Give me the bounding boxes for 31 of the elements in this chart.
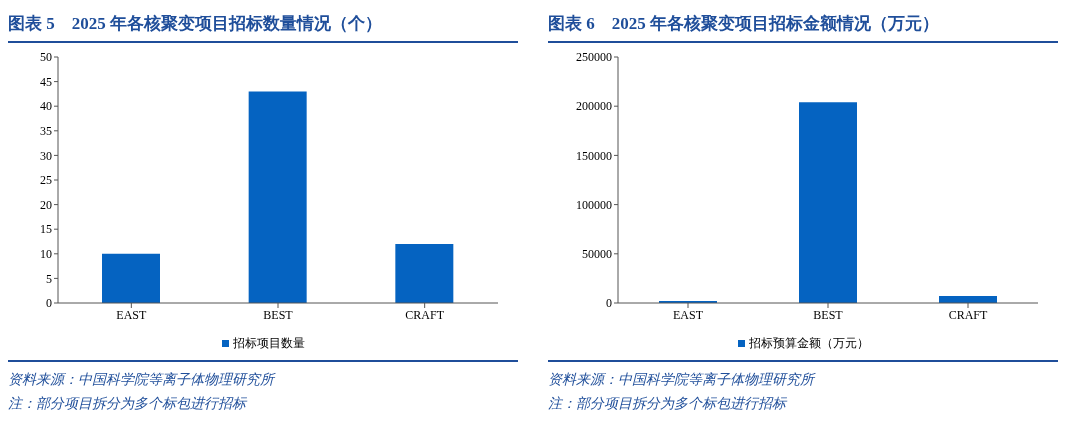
y-tick-label: 25 [40, 173, 52, 188]
x-tick-label: EAST [673, 307, 704, 322]
legend-label: 招标项目数量 [232, 335, 305, 352]
x-tick-label: CRAFT [948, 307, 988, 322]
y-tick-label: 100000 [576, 197, 612, 212]
chart-title: 图表 5 2025 年各核聚变项目招标数量情况（个） [8, 8, 518, 43]
y-tick-label: 20 [40, 197, 52, 212]
text: 注：部分项目拆分为多个标包进行招标 [8, 395, 248, 413]
text: 资料来源：中国科学院等离子体物理研究所 [548, 371, 817, 389]
text: 资料来源：中国科学院等离子体物理研究所 [8, 371, 277, 389]
y-tick-label: 5 [46, 271, 52, 286]
y-tick-label: 0 [46, 296, 52, 311]
y-tick-label: 45 [40, 74, 52, 89]
y-tick-label: 200000 [576, 99, 612, 114]
y-tick-label: 10 [40, 247, 52, 262]
x-tick-label: EAST [116, 307, 147, 322]
y-tick-label: 50000 [582, 247, 612, 262]
x-tick-label: BEST [813, 307, 844, 322]
x-tick-label: CRAFT [405, 307, 445, 322]
y-tick-label: 15 [40, 222, 52, 237]
legend-label: 招标预算金额（万元） [748, 335, 869, 352]
y-tick-label: 250000 [576, 50, 612, 65]
y-tick-label: 35 [40, 124, 52, 139]
y-tick-label: 0 [606, 296, 612, 311]
y-tick-label: 40 [40, 99, 52, 114]
x-tick-label: BEST [263, 307, 294, 322]
y-tick-label: 30 [40, 148, 52, 163]
y-tick-label: 50 [40, 50, 52, 65]
chart-title: 图表 6 2025 年各核聚变项目招标金额情况（万元） [548, 8, 1058, 43]
y-tick-label: 150000 [576, 148, 612, 163]
text: 注：部分项目拆分为多个标包进行招标 [548, 395, 788, 413]
